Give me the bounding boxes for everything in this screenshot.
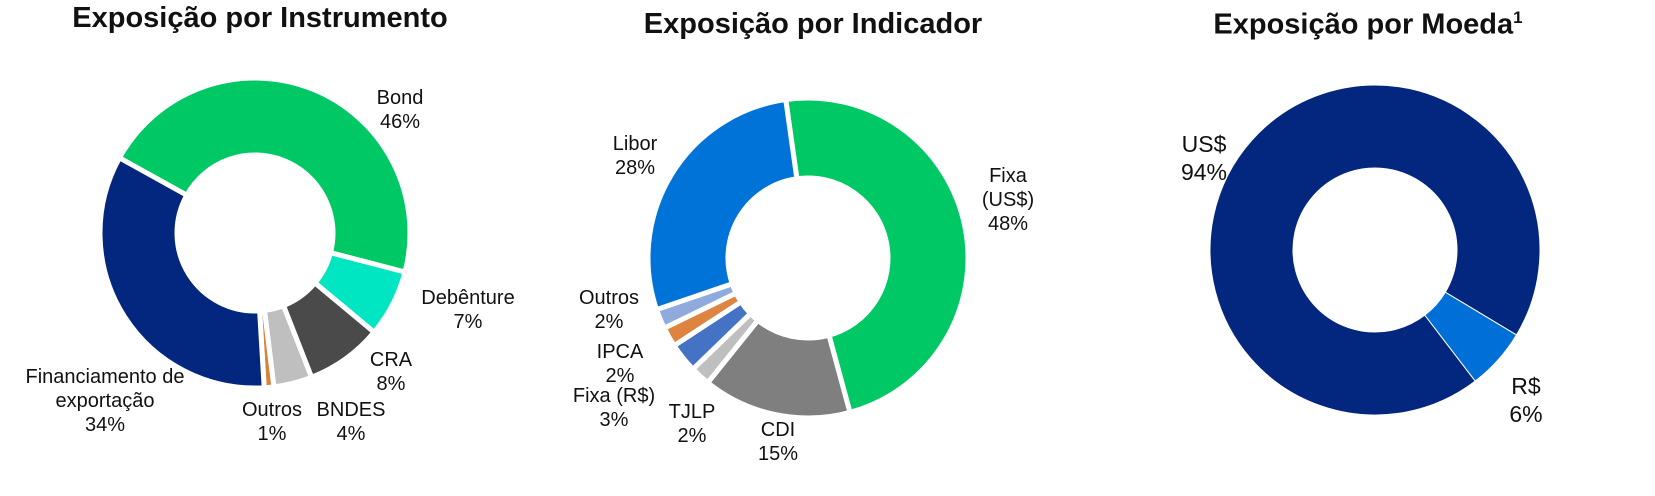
label-name: US$ (1181, 131, 1227, 157)
label-tjlp: TJLP 2% (669, 400, 716, 448)
label-name: IPCA (596, 341, 644, 363)
label-value: 48% (987, 213, 1029, 235)
label-cdi: CDI 15% (758, 418, 798, 466)
donut-slice-us- (1209, 84, 1541, 416)
donut-slice-libor (645, 96, 800, 313)
title-text: Exposição por Moeda (1213, 8, 1514, 41)
label-name: TJLP (668, 401, 716, 423)
label-value: 2% (677, 425, 707, 447)
label-value: 7% (453, 311, 483, 333)
label-name: Fixa (US$) (981, 165, 1035, 211)
donut-slice-r- (1424, 291, 1518, 382)
label-fixa-usd: Fixa (US$) 48% (973, 164, 1043, 236)
label-brl: R$ 6% (1509, 372, 1542, 428)
label-name: Outros (578, 287, 640, 309)
title-footnote-marker: 1 (1513, 8, 1523, 27)
label-cra: CRA 8% (370, 348, 412, 396)
label-outros: Outros 1% (242, 398, 302, 446)
label-value: 28% (614, 157, 656, 179)
label-name: CDI (760, 419, 796, 441)
label-debenture: Debênture 7% (421, 286, 514, 334)
label-fixa-brl: Fixa (R$) 3% (573, 384, 655, 432)
label-value: 94% (1180, 159, 1228, 185)
label-name: Fixa (R$) (572, 385, 656, 407)
label-ipca: IPCA 2% (597, 340, 644, 388)
label-bond: Bond 46% (377, 86, 424, 134)
label-name: CRA (369, 349, 413, 371)
label-bndes: BNDES 4% (317, 398, 386, 446)
label-name: BNDES (316, 399, 386, 421)
label-name: R$ (1511, 373, 1541, 399)
label-value: 34% (84, 414, 126, 436)
label-outros-indicador: Outros 2% (579, 286, 639, 334)
chart-title-moeda: Exposição por Moeda1 (1213, 8, 1522, 42)
label-value: 2% (605, 365, 635, 387)
chart-title-indicador: Exposição por Indicador (643, 8, 983, 40)
label-value: 8% (376, 373, 406, 395)
donut-slice-bond (116, 75, 413, 276)
label-name: Libor (612, 133, 658, 155)
label-value: 46% (379, 111, 421, 133)
label-name: Outros (241, 399, 303, 421)
label-libor: Libor 28% (613, 132, 657, 180)
label-value: 3% (599, 409, 629, 431)
label-value: 15% (757, 443, 799, 465)
donut-slice-fixa-us- (782, 95, 971, 416)
label-name: Debênture (421, 287, 515, 309)
label-name: Financiamento de exportação (25, 366, 185, 412)
label-value: 6% (1509, 401, 1543, 427)
label-value: 2% (594, 311, 624, 333)
donut-slice-financiamento-de-exporta-o (97, 154, 267, 391)
label-usd: US$ 94% (1181, 130, 1227, 186)
label-value: 1% (257, 423, 287, 445)
label-financiamento: Financiamento de exportação 34% (20, 365, 190, 437)
label-name: Bond (376, 87, 424, 109)
label-value: 4% (336, 423, 366, 445)
chart-title-instrumento: Exposição por Instrumento (72, 2, 448, 34)
